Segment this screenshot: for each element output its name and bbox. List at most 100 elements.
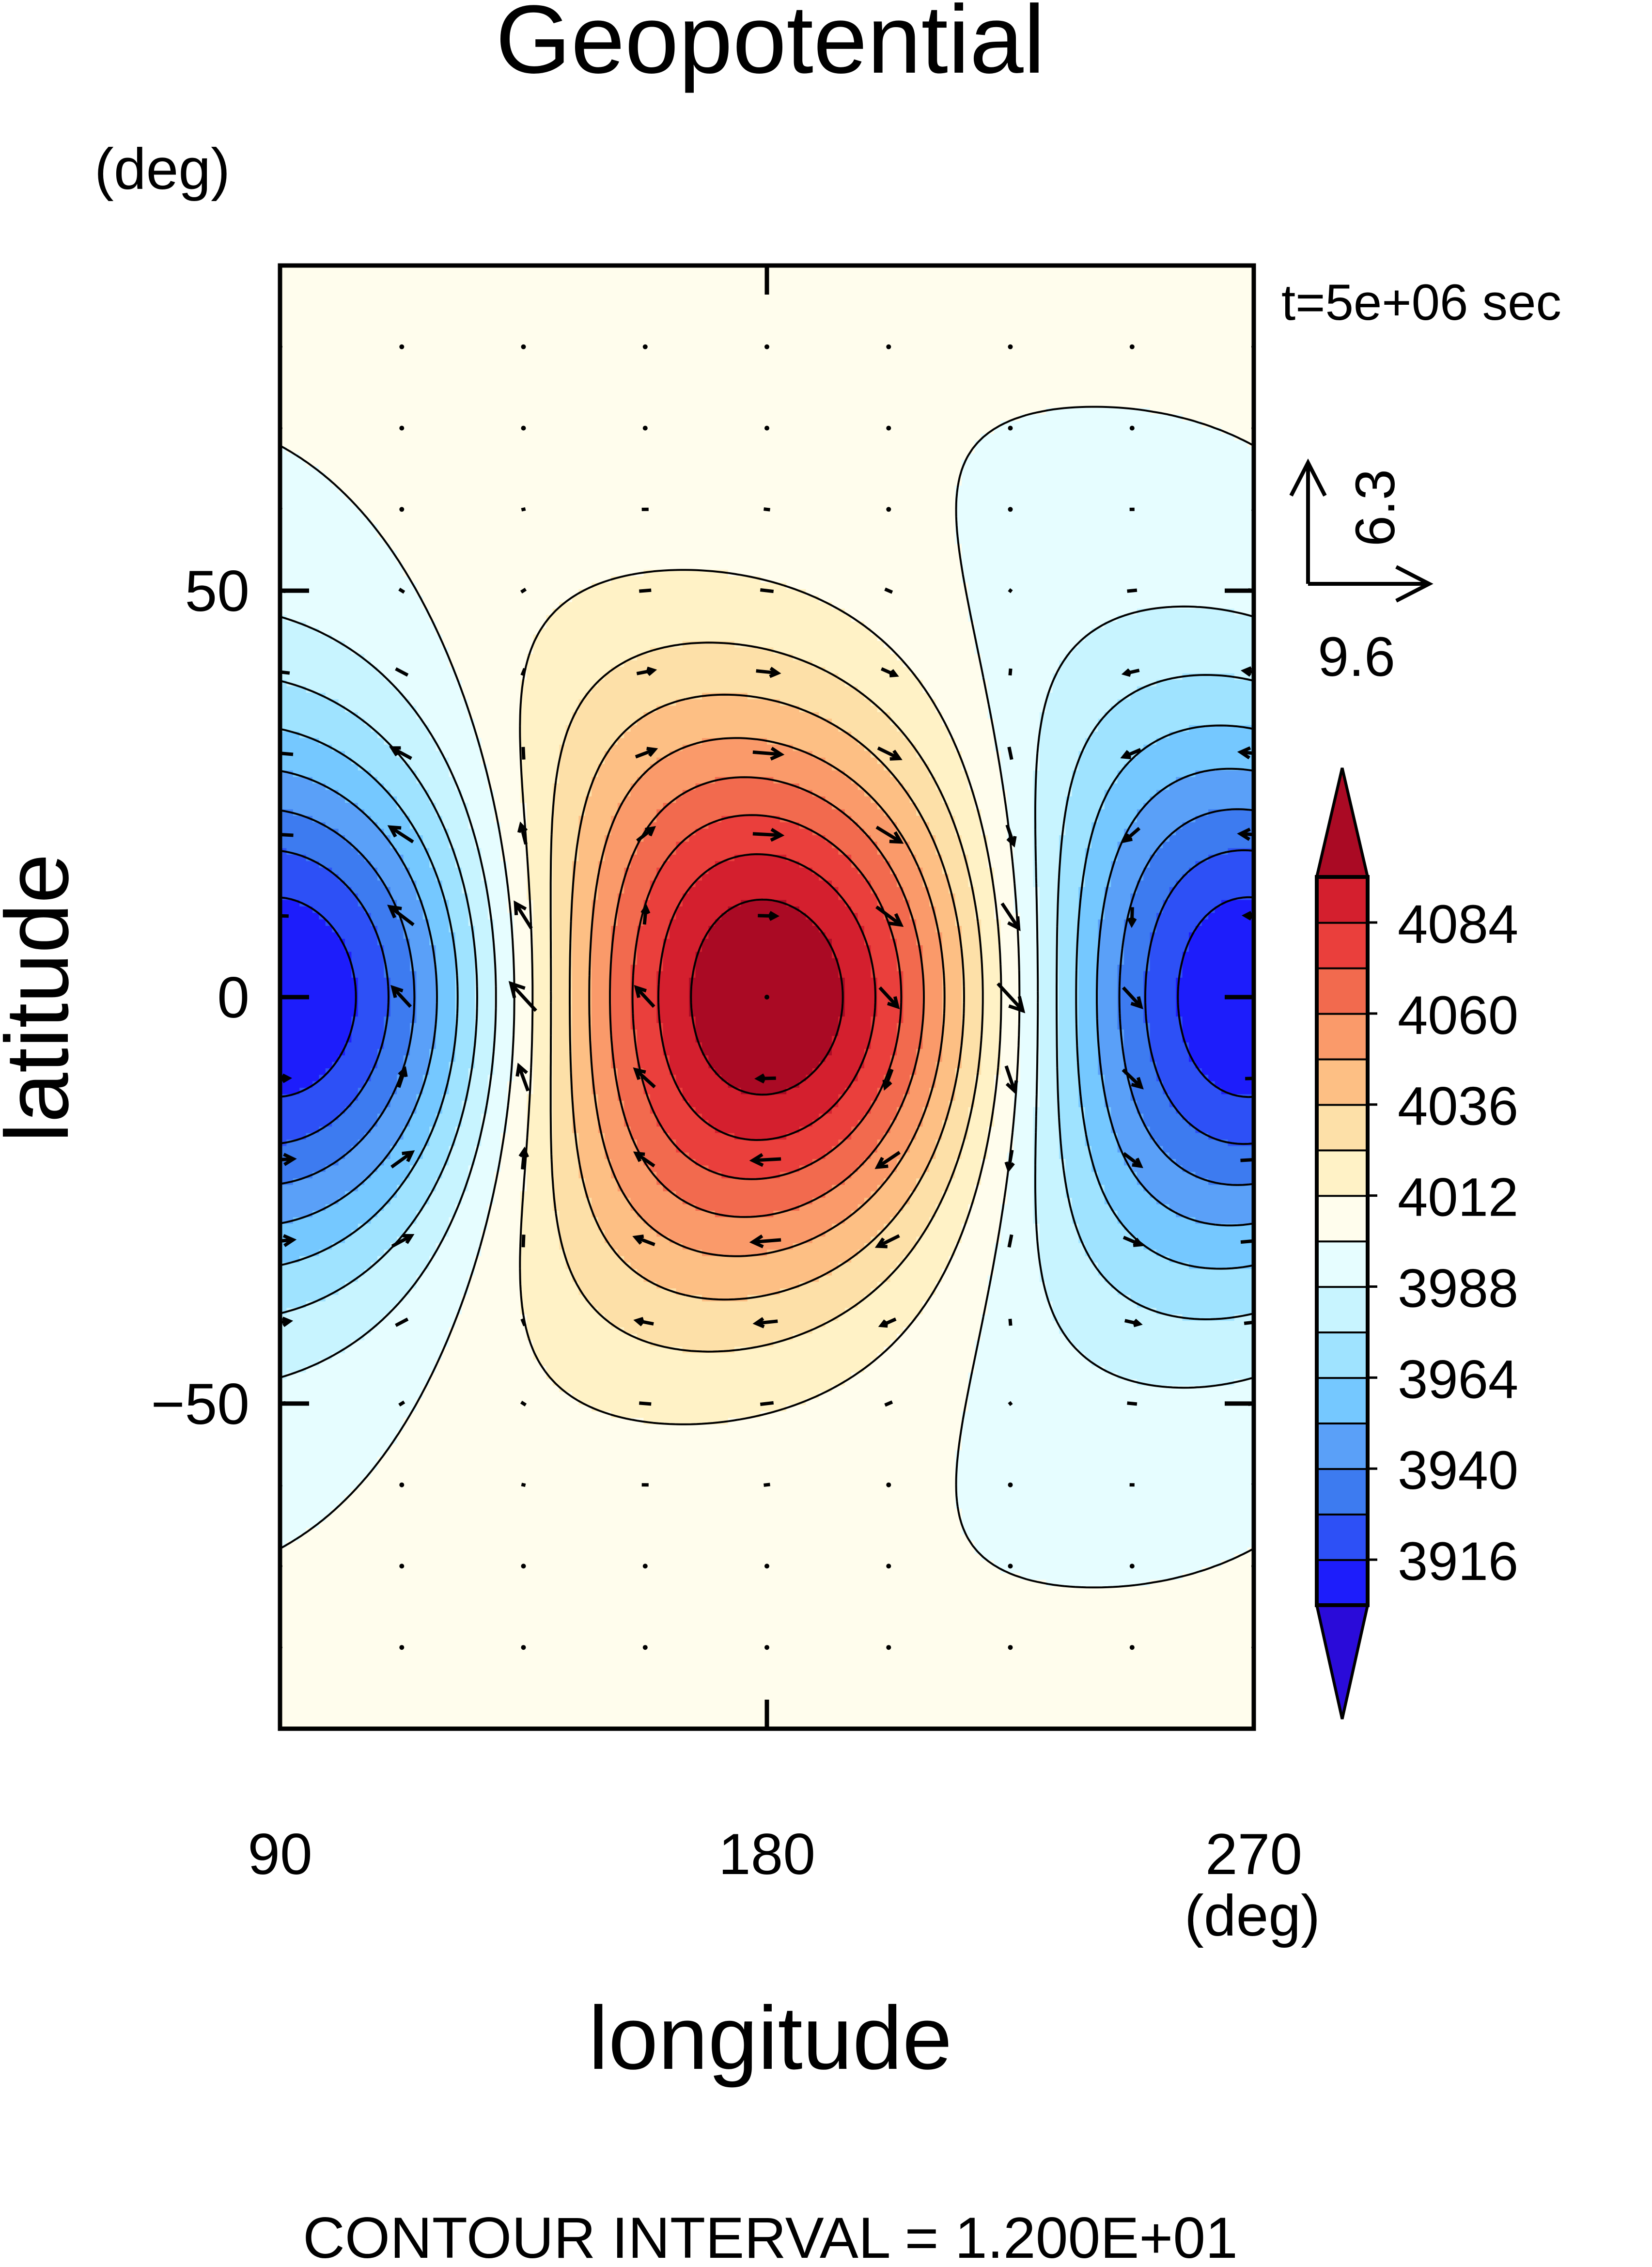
field-cell xyxy=(1000,272,1007,279)
field-cell xyxy=(780,311,787,318)
field-cell xyxy=(864,291,871,298)
field-cell xyxy=(286,279,293,285)
field-cell xyxy=(585,298,592,305)
field-cell xyxy=(1033,285,1040,292)
field-cell xyxy=(306,279,313,285)
field-cell xyxy=(618,285,624,292)
field-cell xyxy=(546,272,553,279)
field-cell xyxy=(1130,279,1137,285)
field-cell xyxy=(1208,272,1215,279)
field-cell xyxy=(734,311,741,318)
field-cell xyxy=(397,304,404,311)
field-cell xyxy=(462,304,468,311)
field-cell xyxy=(1234,311,1241,318)
field-cell xyxy=(1111,304,1118,311)
field-cell xyxy=(1215,285,1222,292)
field-cell xyxy=(326,298,332,305)
field-cell xyxy=(683,291,689,298)
field-cell xyxy=(643,304,650,311)
field-cell xyxy=(475,291,482,298)
field-cell xyxy=(715,291,722,298)
field-cell xyxy=(293,279,300,285)
field-cell xyxy=(566,311,573,318)
field-cell xyxy=(988,272,995,279)
field-cell xyxy=(949,298,955,305)
field-cell xyxy=(988,279,995,285)
field-cell xyxy=(670,304,676,311)
field-cell xyxy=(780,285,787,292)
field-cell xyxy=(1241,291,1247,298)
field-cell xyxy=(761,311,767,318)
field-cell xyxy=(923,272,930,279)
field-cell xyxy=(293,298,300,305)
field-cell xyxy=(1020,298,1027,305)
field-cell xyxy=(319,279,326,285)
field-cell xyxy=(663,298,670,305)
field-cell xyxy=(696,291,702,298)
field-cell xyxy=(488,311,495,318)
field-cell xyxy=(468,291,475,298)
field-cell xyxy=(858,298,865,305)
field-cell xyxy=(488,298,495,305)
field-cell xyxy=(663,291,670,298)
field-cell xyxy=(650,304,657,311)
field-cell xyxy=(637,279,644,285)
field-cell xyxy=(501,298,508,305)
field-cell xyxy=(631,311,638,318)
field-cell xyxy=(494,298,501,305)
field-cell xyxy=(1241,304,1247,311)
field-cell xyxy=(968,285,975,292)
field-cell xyxy=(397,291,404,298)
field-cell xyxy=(1111,298,1118,305)
field-cell xyxy=(877,311,884,318)
field-cell xyxy=(533,279,540,285)
field-cell xyxy=(631,291,638,298)
field-cell xyxy=(1078,311,1085,318)
field-cell xyxy=(1111,279,1118,285)
field-cell xyxy=(507,279,514,285)
field-cell xyxy=(1085,272,1092,279)
field-cell xyxy=(683,272,689,279)
field-cell xyxy=(748,279,754,285)
field-cell xyxy=(826,285,832,292)
field-cell xyxy=(754,291,761,298)
field-cell xyxy=(1118,272,1124,279)
field-cell xyxy=(507,285,514,292)
field-cell xyxy=(942,291,949,298)
field-cell xyxy=(968,291,975,298)
field-cell xyxy=(1183,279,1189,285)
field-cell xyxy=(423,304,430,311)
field-cell xyxy=(364,304,371,311)
field-cell xyxy=(1046,279,1053,285)
field-cell xyxy=(1215,279,1222,285)
field-cell xyxy=(1000,291,1007,298)
field-cell xyxy=(1163,272,1169,279)
field-cell xyxy=(942,279,949,285)
field-cell xyxy=(475,298,482,305)
field-cell xyxy=(780,298,787,305)
field-cell xyxy=(975,304,982,311)
field-cell xyxy=(708,272,715,279)
field-cell xyxy=(1105,272,1111,279)
field-cell xyxy=(527,304,533,311)
field-cell xyxy=(689,311,696,318)
field-cell xyxy=(786,311,793,318)
field-cell xyxy=(721,311,728,318)
field-cell xyxy=(877,285,884,292)
field-cell xyxy=(436,291,443,298)
field-cell xyxy=(286,304,293,311)
field-cell xyxy=(1169,304,1176,311)
field-cell xyxy=(637,291,644,298)
field-cell xyxy=(546,285,553,292)
field-cell xyxy=(955,272,962,279)
field-cell xyxy=(494,317,501,324)
field-cell xyxy=(890,298,897,305)
field-cell xyxy=(851,285,858,292)
field-cell xyxy=(345,317,352,324)
field-cell xyxy=(624,291,631,298)
field-cell xyxy=(1189,291,1196,298)
field-cell xyxy=(578,298,585,305)
field-cell xyxy=(384,317,390,324)
field-cell xyxy=(488,291,495,298)
field-cell xyxy=(306,311,313,318)
